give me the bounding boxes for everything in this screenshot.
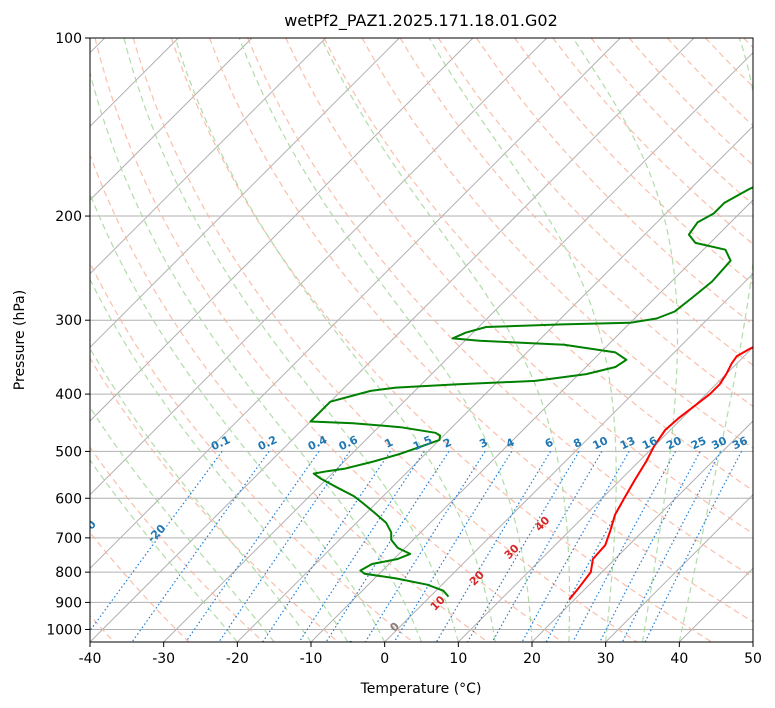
x-tick-label: 10 [449, 651, 467, 667]
dewpoint-profile-line [309, 186, 753, 598]
mixing-ratio-line [644, 451, 743, 642]
plot-frame [89, 37, 754, 643]
y-tick-label: 400 [55, 387, 82, 403]
data-lines [309, 186, 753, 601]
background-lines [90, 38, 753, 642]
isotherm-line [384, 272, 753, 642]
y-axis-ticks: 100 200 300 400 500 600 700 800 900 1000 [46, 31, 90, 638]
mixing-ratio-label: 36 [730, 434, 750, 452]
mixing-ratio-label: 25 [689, 434, 708, 452]
dry-adiabat-line [208, 38, 753, 623]
isotherm-line [531, 420, 753, 642]
mixing-ratio-label: 30 [710, 434, 730, 452]
isotherm-line [90, 38, 548, 496]
moist-adiabat-line [238, 38, 533, 642]
dry-adiabat-line [247, 38, 753, 578]
mixing-ratio-label: 13 [618, 434, 637, 452]
mixing-ratio-line [185, 451, 320, 642]
isotherm-line [90, 38, 400, 349]
isotherm-line [90, 38, 253, 201]
moist-adiabat-line [123, 38, 459, 642]
x-tick-label: 0 [380, 651, 389, 667]
moist-adiabat-line [90, 192, 386, 642]
mixing-ratio-label: 10 [591, 434, 611, 452]
moist-adiabat-line [90, 406, 275, 642]
dry-adiabat-line [132, 38, 638, 642]
isotherm-line [90, 38, 621, 570]
chart-title: wetPf2_PAZ1.2025.171.18.01.G02 [284, 11, 558, 31]
dry-adiabat-line [437, 38, 753, 366]
y-tick-label: 800 [55, 565, 82, 581]
x-tick-label: 20 [523, 651, 541, 667]
x-tick-label: 30 [597, 651, 615, 667]
dry-adiabat-line [170, 38, 713, 642]
mixing-ratio-line [491, 451, 603, 642]
x-tick-label: 50 [744, 651, 762, 667]
dry-adiabat-line [94, 38, 563, 642]
y-tick-label: 1000 [46, 622, 82, 638]
moist-adiabat-line [90, 70, 423, 642]
dry-adiabat-line [476, 38, 753, 326]
mixing-ratio-line [599, 451, 701, 642]
x-axis-ticks: -40 -30 -20 -10 0 10 20 30 40 50 [79, 642, 762, 667]
y-tick-label: 300 [55, 313, 82, 329]
mixing-ratio-label: 20 [664, 434, 684, 452]
moist-adiabat-line [90, 458, 238, 642]
dry-adiabat-line [285, 38, 753, 535]
x-tick-label: -20 [226, 651, 249, 667]
dry-adiabat-line [90, 153, 488, 642]
mixing-ratio-line [572, 451, 677, 642]
isotherm-line [90, 38, 327, 275]
dry-adiabat-line [90, 261, 414, 642]
mixing-ratio-line [218, 451, 351, 642]
x-tick-label: -40 [79, 651, 102, 667]
moist-adiabat-line [90, 347, 312, 642]
y-tick-label: 900 [55, 595, 82, 611]
mixing-ratio-line [545, 451, 652, 642]
mixing-ratio-line [364, 451, 486, 642]
dry-adiabat-label: -30 [76, 518, 99, 541]
y-tick-label: 700 [55, 531, 82, 547]
isotherm-line [457, 346, 753, 642]
mixing-ratio-label: 16 [640, 434, 660, 452]
isotherm-line [605, 493, 753, 642]
x-axis-label: Temperature (°C) [360, 681, 482, 697]
y-axis-label: Pressure (hPa) [12, 290, 28, 390]
mixing-ratio-line [262, 451, 391, 642]
isotherm-line [90, 38, 474, 422]
mixing-ratio-line [621, 451, 722, 642]
mixing-ratio-line [131, 451, 270, 642]
isotherm-line [236, 125, 753, 642]
dry-adiabat-label: -10 [336, 638, 359, 661]
x-tick-label: 40 [670, 651, 688, 667]
y-tick-label: 200 [55, 209, 82, 225]
y-tick-label: 600 [55, 491, 82, 507]
x-tick-label: -10 [300, 651, 323, 667]
moist-adiabat-line [174, 38, 496, 642]
y-tick-label: 500 [55, 444, 82, 460]
mixing-ratio-line [393, 451, 513, 642]
moist-adiabat-line [678, 38, 753, 642]
mixing-ratio-line [90, 451, 223, 632]
temperature-profile-line [568, 346, 753, 601]
moist-adiabat-line [428, 38, 617, 642]
moist-adiabat-line [320, 38, 571, 642]
x-tick-label: -30 [152, 651, 175, 667]
moist-adiabat-line [572, 38, 679, 642]
moist-adiabat-line [90, 278, 349, 642]
y-tick-label: 100 [55, 31, 82, 47]
dry-adiabat-line [323, 38, 753, 492]
dry-adiabat-line [90, 446, 264, 642]
